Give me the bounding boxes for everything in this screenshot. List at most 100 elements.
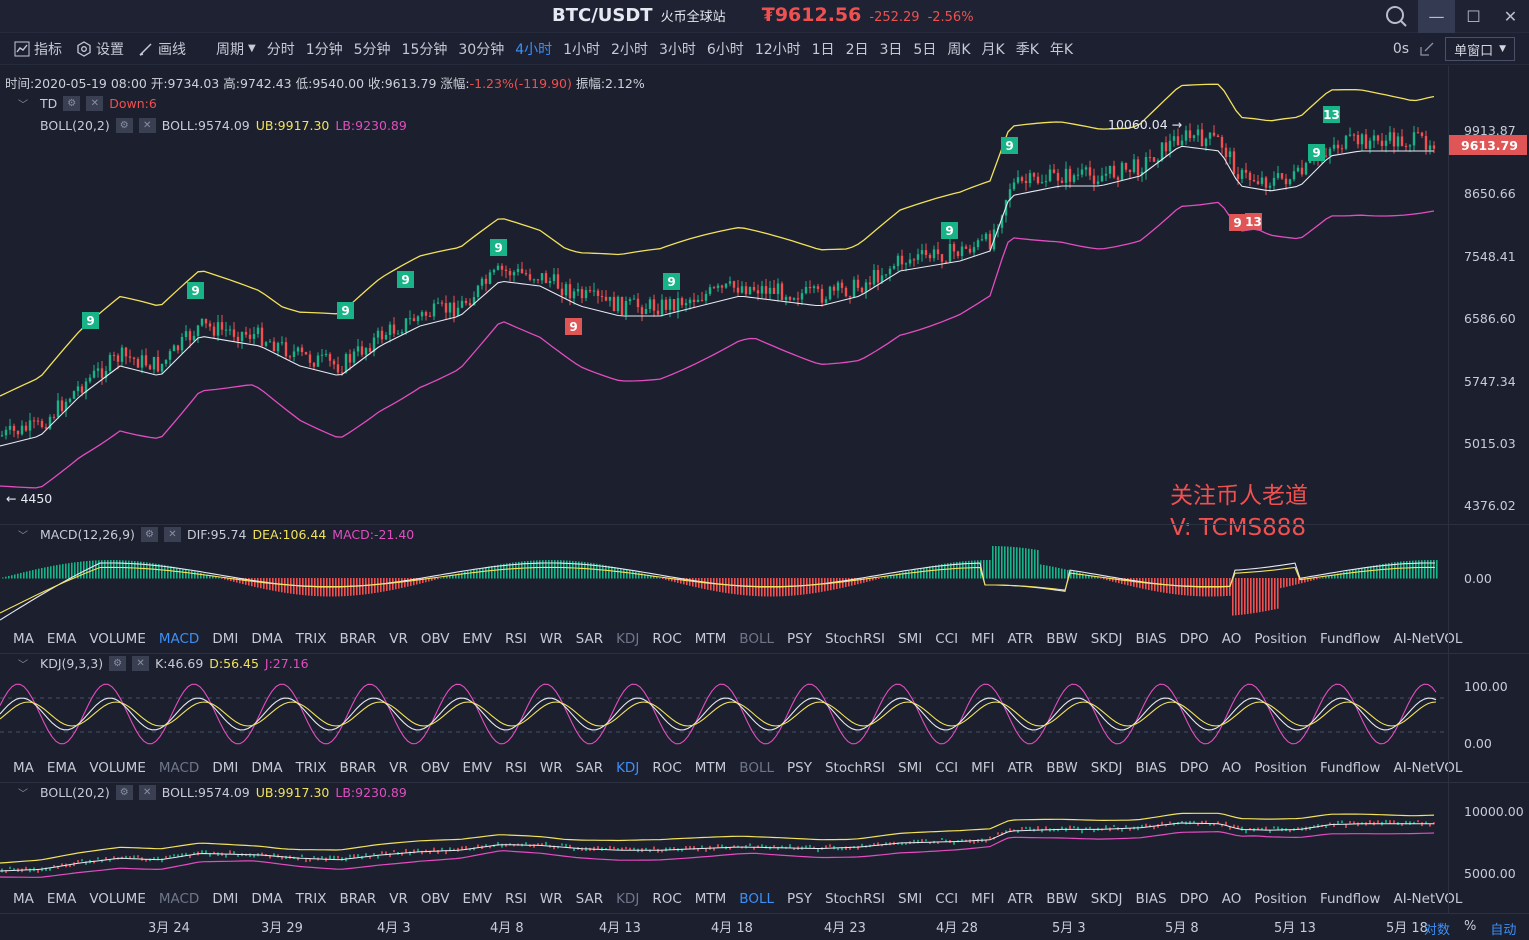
indicator-tab-psy[interactable]: PSY [787,760,812,776]
indicator-tab-ma[interactable]: MA [13,631,34,647]
period-11[interactable]: 1日 [811,41,835,58]
indicator-tab-emv[interactable]: EMV [462,760,492,776]
indicator-tab-boll[interactable]: BOLL [739,891,774,907]
indicator-tab-obv[interactable]: OBV [420,891,450,907]
indicator-tab-smi[interactable]: SMI [898,760,923,776]
boll-sub-chart[interactable] [0,803,1448,885]
indicator-tab-macd[interactable]: MACD [158,760,200,776]
percent-scale-toggle[interactable]: % [1464,919,1477,934]
indicator-tab-roc[interactable]: ROC [652,760,682,776]
indicator-tab-atr[interactable]: ATR [1007,631,1034,647]
close-icon[interactable]: ✕ [163,527,181,542]
period-9[interactable]: 6小时 [706,41,744,58]
indicator-tab-mtm[interactable]: MTM [694,760,727,776]
period-15[interactable]: 周K [947,41,971,58]
indicator-tab-trix[interactable]: TRIX [295,631,327,647]
collapse-icon[interactable]: ﹀ [18,789,28,800]
period-12[interactable]: 2日 [845,41,869,58]
period-8[interactable]: 3小时 [658,41,696,58]
indicator-tab-atr[interactable]: ATR [1007,760,1034,776]
indicator-tab-rsi[interactable]: RSI [504,631,527,647]
indicator-tab-position[interactable]: Position [1254,631,1307,647]
period-0[interactable]: 分时 [266,41,295,58]
period-dropdown[interactable]: 周期 ▼ [216,39,256,59]
indicator-tab-mfi[interactable]: MFI [971,760,995,776]
indicator-tab-skdj[interactable]: SKDJ [1090,760,1123,776]
indicator-tab-dma[interactable]: DMA [251,631,283,647]
indicator-tab-sar[interactable]: SAR [575,891,604,907]
indicator-tab-stochrsi[interactable]: StochRSI [824,891,886,907]
indicator-tab-ai-netvol[interactable]: AI-NetVOL [1393,891,1463,907]
indicator-tab-obv[interactable]: OBV [420,631,450,647]
indicator-tab-smi[interactable]: SMI [898,891,923,907]
auto-scale-toggle[interactable]: 自动 [1490,923,1517,938]
indicator-tab-vr[interactable]: VR [389,891,408,907]
indicator-tab-cci[interactable]: CCI [935,760,959,776]
close-icon[interactable]: ✕ [132,656,150,671]
indicator-tab-sar[interactable]: SAR [575,760,604,776]
indicator-tab-dma[interactable]: DMA [251,891,283,907]
pair-name[interactable]: BTC/USDT [552,5,653,26]
indicator-tab-fundflow[interactable]: Fundflow [1319,891,1381,907]
indicator-tab-boll[interactable]: BOLL [739,631,774,647]
indicator-tab-bbw[interactable]: BBW [1046,891,1078,907]
indicator-tab-emv[interactable]: EMV [462,631,492,647]
indicator-tab-skdj[interactable]: SKDJ [1090,891,1123,907]
indicator-tab-bbw[interactable]: BBW [1046,631,1078,647]
indicator-tab-kdj[interactable]: KDJ [616,631,640,647]
kdj-chart[interactable] [0,674,1448,754]
indicator-tab-dma[interactable]: DMA [251,760,283,776]
gear-icon[interactable]: ⚙ [140,527,158,542]
period-5[interactable]: 4小时 [515,41,553,58]
indicator-tab-wr[interactable]: WR [539,631,563,647]
indicator-tab-ma[interactable]: MA [13,891,34,907]
indicators-button[interactable]: 指标 [14,39,62,59]
indicator-tab-macd[interactable]: MACD [158,631,200,647]
indicator-tab-kdj[interactable]: KDJ [616,891,640,907]
indicator-tab-wr[interactable]: WR [539,760,563,776]
indicator-tab-brar[interactable]: BRAR [339,631,377,647]
period-17[interactable]: 季K [1015,41,1039,58]
indicator-tab-ema[interactable]: EMA [46,760,77,776]
indicator-tab-obv[interactable]: OBV [420,760,450,776]
minimize-button[interactable]: — [1418,0,1455,33]
indicator-tab-mfi[interactable]: MFI [971,891,995,907]
settings-button[interactable]: 设置 [76,39,124,59]
collapse-icon[interactable]: ﹀ [18,100,28,111]
indicator-tab-mtm[interactable]: MTM [694,631,727,647]
indicator-tab-stochrsi[interactable]: StochRSI [824,631,886,647]
indicator-tab-fundflow[interactable]: Fundflow [1319,631,1381,647]
indicator-tab-mfi[interactable]: MFI [971,631,995,647]
indicator-tab-trix[interactable]: TRIX [295,760,327,776]
gear-icon[interactable]: ⚙ [115,118,133,133]
indicator-tab-cci[interactable]: CCI [935,891,959,907]
maximize-button[interactable]: ☐ [1466,7,1481,26]
indicator-tab-fundflow[interactable]: Fundflow [1319,760,1381,776]
indicator-tab-roc[interactable]: ROC [652,891,682,907]
indicator-tab-brar[interactable]: BRAR [339,760,377,776]
indicator-tab-dpo[interactable]: DPO [1179,891,1209,907]
period-6[interactable]: 1小时 [563,41,601,58]
period-18[interactable]: 年K [1049,41,1074,58]
indicator-tab-dmi[interactable]: DMI [212,631,239,647]
indicator-tab-volume[interactable]: VOLUME [89,891,146,907]
macd-chart[interactable] [0,545,1448,625]
collapse-icon[interactable]: ﹀ [18,660,28,671]
indicator-tab-psy[interactable]: PSY [787,891,812,907]
indicator-tab-sar[interactable]: SAR [575,631,604,647]
search-icon[interactable] [1384,4,1408,28]
indicator-tab-ma[interactable]: MA [13,760,34,776]
period-3[interactable]: 15分钟 [401,41,448,58]
indicator-tab-psy[interactable]: PSY [787,631,812,647]
indicator-tab-ema[interactable]: EMA [46,891,77,907]
indicator-tab-ao[interactable]: AO [1221,891,1242,907]
indicator-tab-bias[interactable]: BIAS [1135,631,1167,647]
indicator-tab-skdj[interactable]: SKDJ [1090,631,1123,647]
indicator-tab-dpo[interactable]: DPO [1179,631,1209,647]
indicator-tab-atr[interactable]: ATR [1007,891,1034,907]
indicator-tab-brar[interactable]: BRAR [339,891,377,907]
period-7[interactable]: 2小时 [611,41,648,58]
indicator-tab-macd[interactable]: MACD [158,891,200,907]
indicator-tab-dpo[interactable]: DPO [1179,760,1209,776]
indicator-tab-emv[interactable]: EMV [462,891,492,907]
